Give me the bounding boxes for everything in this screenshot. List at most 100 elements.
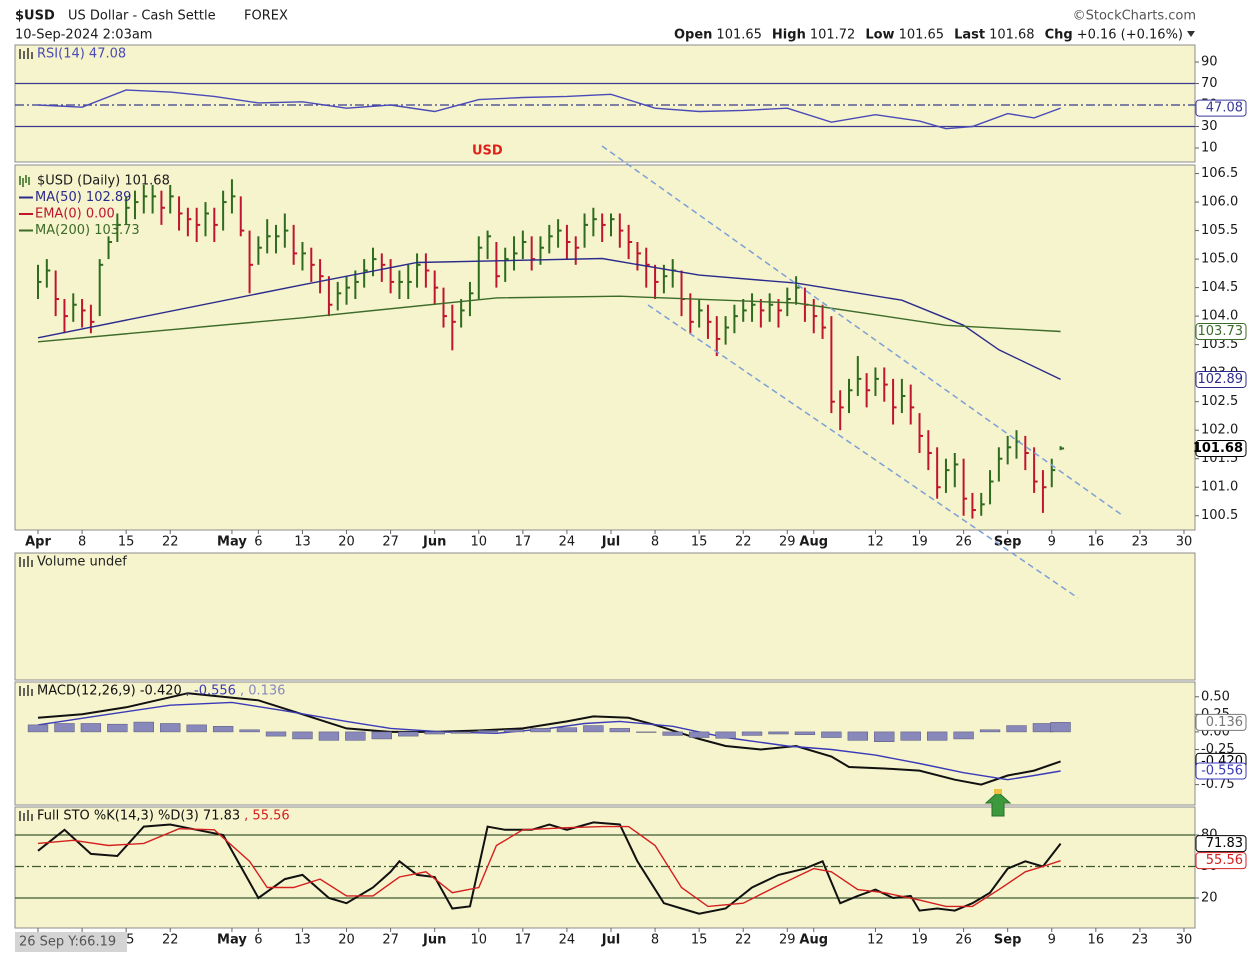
y-tick-label: 102.0 <box>1201 423 1238 438</box>
histogram-bar <box>821 731 842 738</box>
x-tick-label: Jun <box>422 535 446 550</box>
x-tick-label: Jul <box>601 933 621 948</box>
histogram-bar <box>212 726 234 733</box>
legend-entry: MA(200) 103.73 <box>35 223 140 238</box>
histogram-bar <box>239 729 260 733</box>
y-tick-label: 104.5 <box>1201 280 1238 295</box>
legend-entry: MACD(12,26,9) -0.420 <box>37 684 182 699</box>
x-tick-label: Aug <box>799 535 828 550</box>
value-tag: 101.68 <box>1193 441 1243 456</box>
series-line <box>37 692 1061 786</box>
histogram-bar <box>926 731 948 741</box>
legend-entry: , -0.556 <box>186 684 236 699</box>
x-tick-label: 16 <box>1088 535 1105 550</box>
quote-label: Low <box>865 28 894 43</box>
histogram-bar <box>900 731 921 741</box>
value-tag: 47.08 <box>1206 101 1243 116</box>
legend-entry: EMA(0) 0.00 <box>35 207 115 222</box>
histogram-bar <box>662 731 683 736</box>
x-tick-label: Sep <box>994 933 1022 948</box>
value-tag-box <box>1195 99 1247 117</box>
x-tick-label: 10 <box>470 535 487 550</box>
x-tick-label: 22 <box>162 933 179 948</box>
quote-label: Chg <box>1045 28 1073 43</box>
x-tick-label: 26 <box>955 933 972 948</box>
histogram-bar <box>1006 725 1027 733</box>
x-tick-label: 22 <box>735 535 752 550</box>
plot-area <box>27 692 1071 786</box>
x-tick-label: 23 <box>1132 933 1149 948</box>
legend-icon <box>19 685 33 696</box>
value-tag: -0.556 <box>1201 763 1243 778</box>
y-tick-label: 102.5 <box>1201 394 1238 409</box>
histogram-bar <box>979 729 1001 733</box>
x-tick-label: 12 <box>867 933 884 948</box>
panel <box>14 164 1196 531</box>
histogram-bar <box>477 730 498 733</box>
symbol: $USD <box>15 9 55 24</box>
y-tick-label: 106.5 <box>1201 166 1238 181</box>
y-tick-label: 30 <box>1201 119 1218 134</box>
legend-icon <box>19 810 33 821</box>
panel <box>14 681 1196 806</box>
histogram-bar <box>794 731 816 735</box>
histogram-bar <box>847 731 868 741</box>
histogram-bar <box>741 731 763 736</box>
x-tick-label: May <box>217 535 247 550</box>
histogram-bar <box>609 728 630 733</box>
histogram-bar <box>371 731 392 740</box>
histogram-bar <box>424 731 445 735</box>
plot-area <box>15 821 1195 915</box>
histogram-bar <box>345 731 366 741</box>
x-tick-label: 15 <box>691 933 708 948</box>
x-tick-label: 29 <box>779 933 796 948</box>
histogram-bar <box>530 728 551 733</box>
legend-entry: MA(50) 102.89 <box>35 190 131 205</box>
value-tag: 71.83 <box>1206 836 1243 851</box>
y-tick-label: 100.5 <box>1201 508 1238 523</box>
legend-icon <box>19 48 33 59</box>
x-tick-label: 30 <box>1176 535 1193 550</box>
x-tick-label: 17 <box>515 933 532 948</box>
histogram-bar <box>556 727 578 733</box>
x-tick-label: 23 <box>1132 535 1149 550</box>
source: ©StockCharts.com <box>1073 9 1196 24</box>
x-tick-label: 9 <box>1048 535 1056 550</box>
x-tick-label: Sep <box>994 535 1022 550</box>
y-tick-label: 10 <box>1201 141 1218 156</box>
x-tick-label: Jun <box>422 933 446 948</box>
histogram-bar <box>1050 722 1071 733</box>
value-tag-box <box>1195 762 1247 780</box>
x-tick-label: 30 <box>1176 933 1193 948</box>
x-tick-label: 22 <box>735 933 752 948</box>
x-tick-label: 15 <box>691 535 708 550</box>
x-tick-label: 17 <box>515 535 532 550</box>
value-tag-box <box>1195 370 1247 388</box>
histogram-bar <box>398 731 419 737</box>
x-tick-label: 20 <box>338 933 355 948</box>
quote-label: Open <box>674 28 712 43</box>
quote-value: 101.68 <box>989 28 1035 43</box>
quote-label: Last <box>954 28 985 43</box>
histogram-bar <box>715 731 736 739</box>
plot-area <box>37 179 1065 519</box>
x-tick-label: 27 <box>382 933 399 948</box>
series-line <box>37 89 1061 130</box>
histogram-bar <box>292 731 313 740</box>
x-tick-label: 12 <box>867 535 884 550</box>
y-tick-label: 104.0 <box>1201 309 1238 324</box>
histogram-bar <box>318 731 340 741</box>
x-tick-label: Apr <box>25 535 51 550</box>
x-tick-label: 10 <box>470 933 487 948</box>
x-tick-label: 13 <box>294 933 311 948</box>
y-tick-label: -0.75 <box>1201 777 1235 792</box>
value-tag-box <box>1195 835 1247 853</box>
value-tag-box <box>1195 323 1247 341</box>
y-tick-label: 90 <box>1201 54 1218 69</box>
histogram-bar <box>133 721 154 733</box>
x-tick-label: 19 <box>911 535 928 550</box>
histogram-bar <box>768 731 789 735</box>
x-tick-label: 20 <box>338 535 355 550</box>
